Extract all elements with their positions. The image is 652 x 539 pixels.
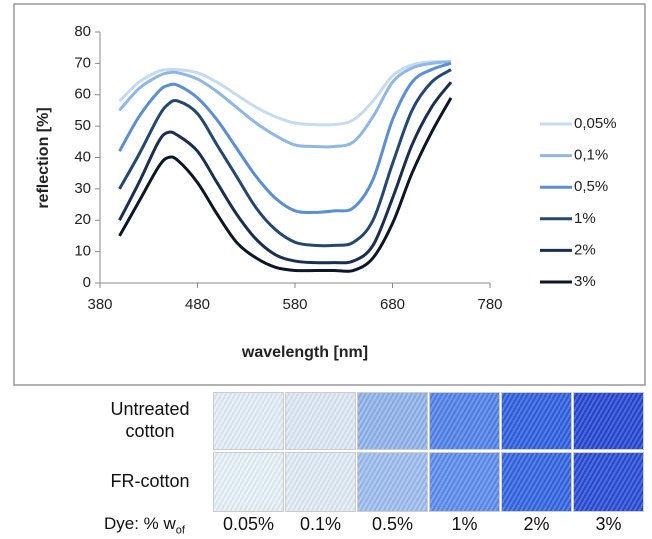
column-label: 1% [429,514,500,535]
fabric-swatch [573,452,644,512]
x-tick-label: 580 [282,296,307,313]
y-tick-label: 70 [74,54,91,71]
y-tick-label: 50 [74,117,91,134]
legend-label: 0,05% [574,115,617,132]
legend-label: 0,1% [574,147,608,164]
y-tick-label: 20 [74,211,91,228]
column-label: 3% [573,514,644,535]
column-label: 0.1% [285,514,356,535]
legend-label: 0,5% [574,178,608,195]
x-tick-label: 780 [477,296,502,313]
row-label: FR-cotton [90,470,210,492]
x-axis-title: wavelength [nm] [241,344,368,361]
y-tick-label: 0 [83,274,91,291]
fabric-swatch [429,392,500,450]
y-tick-label: 10 [74,243,91,260]
y-tick-label: 40 [74,148,91,165]
fabric-swatch [573,392,644,450]
dye-label: Dye: % wof [104,514,185,536]
legend-label: 2% [574,241,596,258]
y-tick-label: 30 [74,180,91,197]
x-tick-label: 680 [380,296,405,313]
fabric-swatch [213,452,284,512]
fabric-swatch [357,392,428,450]
fabric-swatch [357,452,428,512]
x-tick-label: 480 [185,296,210,313]
column-label: 0.5% [357,514,428,535]
column-label: 2% [501,514,572,535]
fabric-swatch [285,452,356,512]
x-tick-label: 380 [87,296,112,313]
y-tick-label: 60 [74,86,91,103]
legend-label: 1% [574,210,596,227]
y-axis-title: reflection [%] [35,107,52,208]
swatch-table: Dye: % wof Untreated cotton FR-cotton 0.05… [0,390,652,539]
fabric-swatch [429,452,500,512]
row-label: Untreated cotton [90,398,210,442]
chart: reflection [%] wavelength [nm] 0 10 20 30 40… [0,0,652,390]
fabric-swatch [285,392,356,450]
legend-label: 3% [574,273,596,290]
chart-frame [14,4,645,385]
fabric-swatch [501,452,572,512]
y-tick-label: 80 [74,23,91,40]
column-label: 0.05% [213,514,284,535]
fabric-swatch [501,392,572,450]
fabric-swatch [213,392,284,450]
